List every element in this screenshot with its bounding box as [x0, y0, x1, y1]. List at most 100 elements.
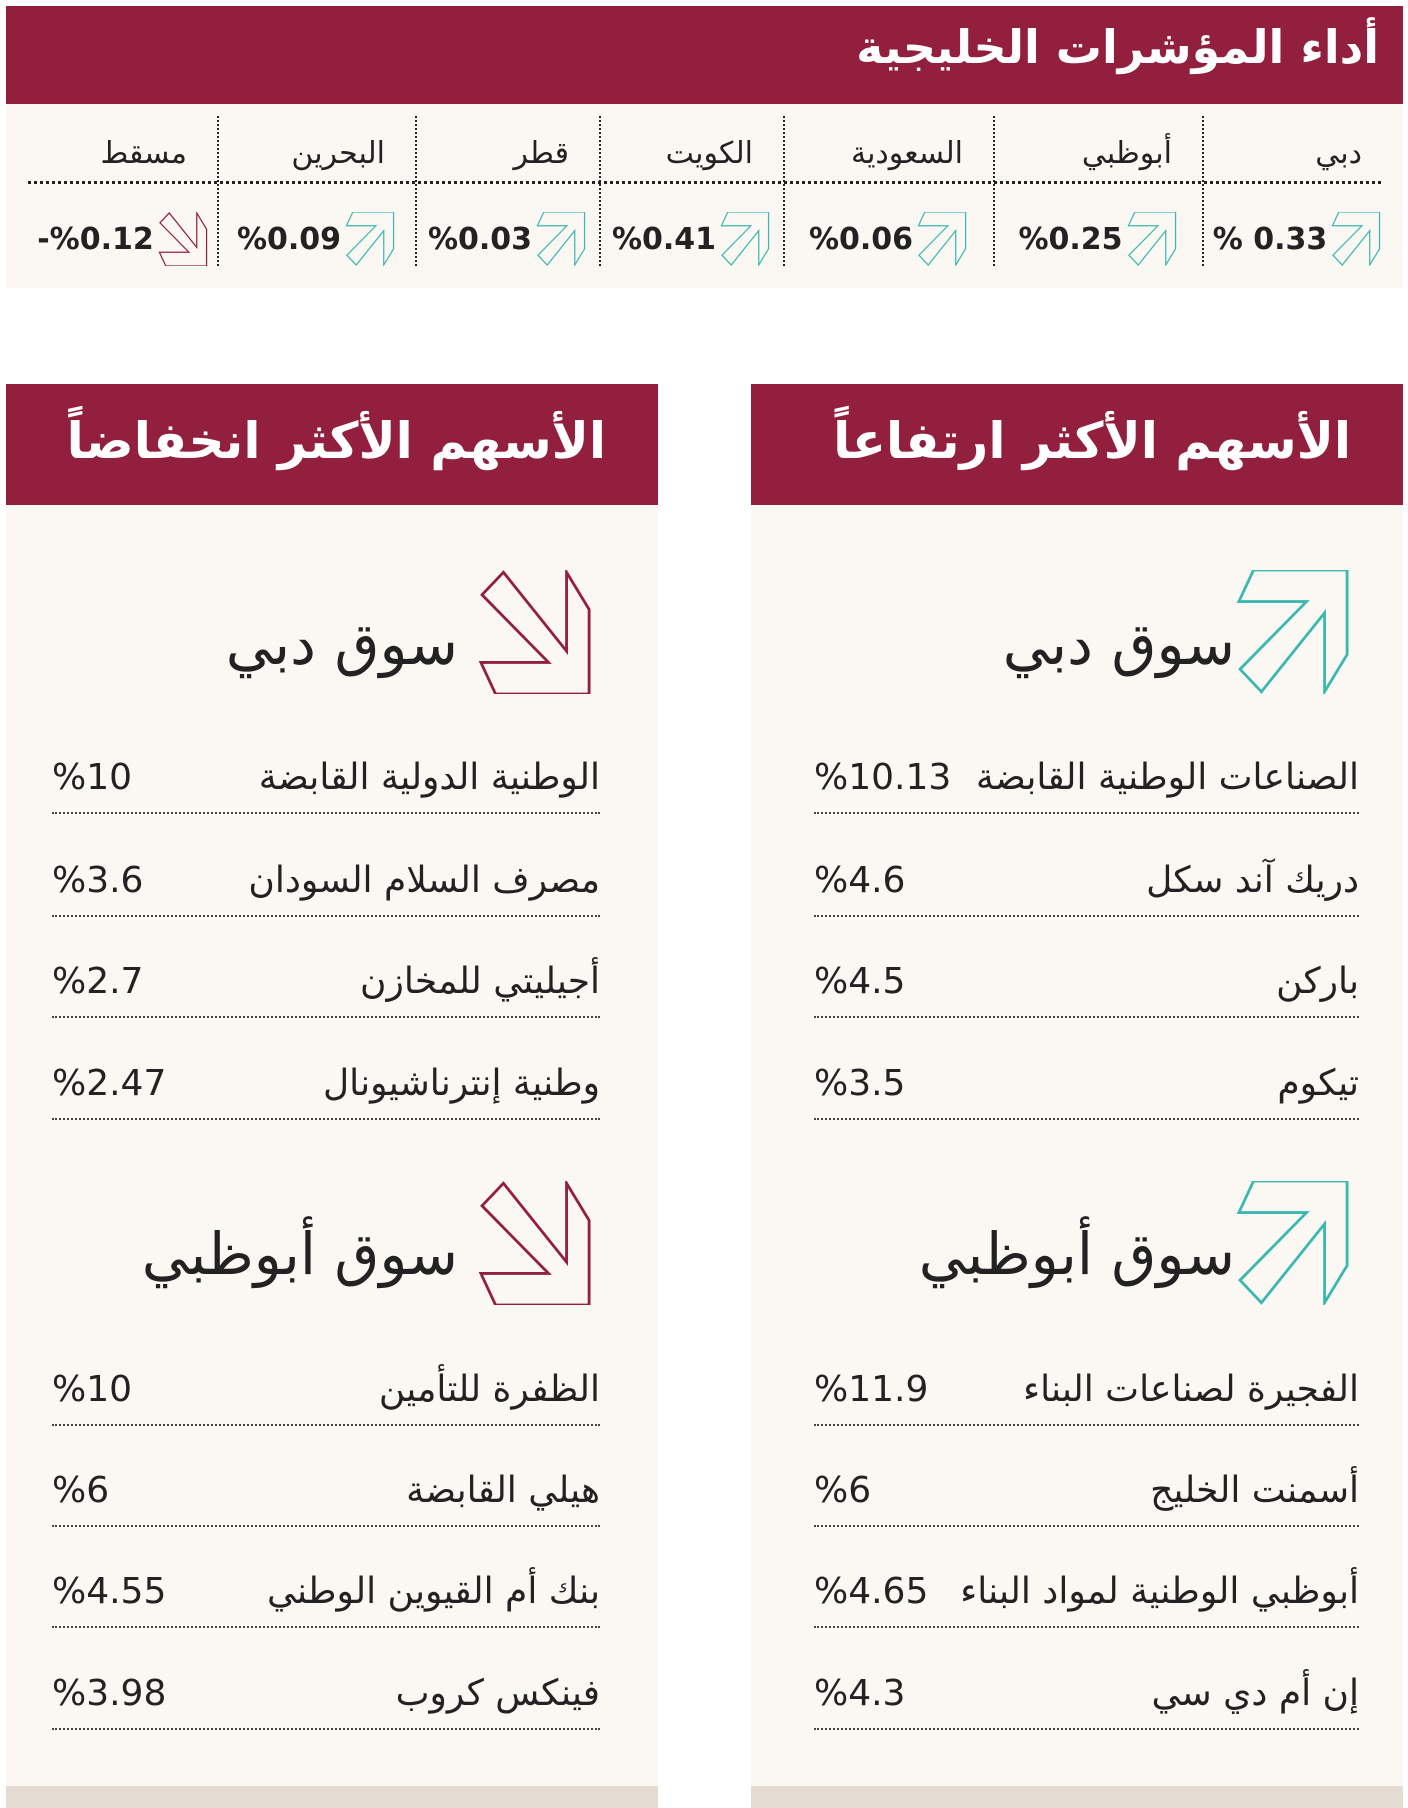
stock-name: وطنية إنترناشيونال — [322, 1063, 600, 1104]
list-item: دريك آند سكل %4.6 — [814, 860, 1359, 917]
divider — [783, 116, 785, 266]
index-muscat: مسقط -%0.12 — [28, 116, 217, 268]
list-item: الفجيرة لصناعات البناء %11.9 — [814, 1369, 1359, 1426]
arrow-up-icon — [720, 212, 770, 266]
top-losers-panel: الأسهم الأكثر انخفاضاً سوق دبي الوطنية ا… — [6, 384, 658, 1808]
stock-change: %2.7 — [52, 961, 144, 1002]
stock-change: %3.6 — [52, 860, 144, 901]
index-name: السعودية — [850, 136, 963, 171]
indices-title: أداء المؤشرات الخليجية — [856, 20, 1379, 74]
divider — [1202, 116, 1204, 266]
stock-name: الفجيرة لصناعات البناء — [1023, 1369, 1359, 1410]
stock-change: %10.13 — [814, 757, 952, 798]
arrow-down-icon — [478, 1181, 592, 1305]
stock-change: %4.55 — [52, 1571, 167, 1612]
list-item: وطنية إنترناشيونال %2.47 — [52, 1063, 600, 1120]
arrow-up-icon — [1236, 1181, 1350, 1305]
stock-change: %4.6 — [814, 860, 906, 901]
arrow-down-icon — [158, 212, 208, 266]
index-name: الكويت — [665, 136, 753, 171]
stock-change: %2.47 — [52, 1063, 167, 1104]
indices-header: أداء المؤشرات الخليجية — [6, 6, 1403, 104]
stock-name: أسمنت الخليج — [1150, 1470, 1359, 1511]
panel-header: الأسهم الأكثر انخفاضاً — [6, 384, 658, 505]
divider — [415, 116, 417, 266]
stock-name: دريك آند سكل — [1146, 860, 1359, 901]
index-value: %0.09 — [236, 221, 342, 257]
arrow-up-icon — [345, 212, 395, 266]
divider — [599, 116, 601, 266]
stock-change: %6 — [52, 1470, 110, 1511]
stock-change: %3.5 — [814, 1063, 906, 1104]
divider — [993, 116, 995, 266]
stock-change: %10 — [52, 1369, 133, 1410]
stock-change: %4.65 — [814, 1571, 929, 1612]
list-item: مصرف السلام السودان %3.6 — [52, 860, 600, 917]
index-name: دبي — [1315, 136, 1362, 171]
stock-name: الوطنية الدولية القابضة — [258, 757, 600, 798]
index-name: قطر — [513, 136, 569, 171]
section-title: سوق أبوظبي — [918, 1220, 1235, 1288]
divider — [217, 116, 219, 266]
section-title: سوق دبي — [1002, 610, 1235, 678]
index-value: % 0.33 — [1212, 221, 1328, 257]
list-item: الوطنية الدولية القابضة %10 — [52, 757, 600, 814]
stock-change: %4.5 — [814, 961, 906, 1002]
stock-change: %11.9 — [814, 1369, 929, 1410]
list-item: إن أم دي سي %4.3 — [814, 1673, 1359, 1730]
stock-change: %3.98 — [52, 1673, 167, 1714]
stock-name: أجيليتي للمخازن — [360, 961, 600, 1002]
list-item: هيلي القابضة %6 — [52, 1470, 600, 1527]
arrow-down-icon — [478, 570, 592, 694]
stock-change: %6 — [814, 1470, 872, 1511]
stock-name: مصرف السلام السودان — [248, 860, 600, 901]
section-title: سوق أبوظبي — [141, 1220, 458, 1288]
arrow-up-icon — [1331, 212, 1381, 266]
list-item: فينكس كروب %3.98 — [52, 1673, 600, 1730]
stock-name: فينكس كروب — [395, 1673, 600, 1714]
list-item: باركن %4.5 — [814, 961, 1359, 1018]
stock-name: الظفرة للتأمين — [378, 1369, 600, 1410]
index-value: %0.41 — [611, 221, 717, 257]
panel-footer — [751, 1786, 1403, 1808]
divider — [28, 181, 1381, 184]
stock-name: إن أم دي سي — [1151, 1673, 1359, 1714]
index-value: %0.03 — [427, 221, 533, 257]
panel-footer — [6, 1786, 658, 1808]
stock-change: %10 — [52, 757, 133, 798]
arrow-up-icon — [1127, 212, 1177, 266]
index-saudi: السعودية %0.06 — [783, 116, 993, 268]
index-abudhabi: أبوظبي %0.25 — [993, 116, 1202, 268]
section-title: سوق دبي — [225, 610, 458, 678]
index-name: أبوظبي — [1081, 136, 1172, 171]
index-kuwait: الكويت %0.41 — [599, 116, 783, 268]
index-bahrain: البحرين %0.09 — [217, 116, 415, 268]
list-item: أجيليتي للمخازن %2.7 — [52, 961, 600, 1018]
top-gainers-panel: الأسهم الأكثر ارتفاعاً سوق دبي الصناعات … — [751, 384, 1403, 1808]
arrow-up-icon — [536, 212, 586, 266]
stock-name: هيلي القابضة — [406, 1470, 600, 1511]
panel-title: الأسهم الأكثر انخفاضاً — [66, 412, 606, 470]
list-item: الصناعات الوطنية القابضة %10.13 — [814, 757, 1359, 814]
index-qatar: قطر %0.03 — [415, 116, 599, 268]
index-value: %0.25 — [1018, 221, 1123, 257]
stock-change: %4.3 — [814, 1673, 906, 1714]
index-name: البحرين — [291, 136, 385, 171]
list-item: أبوظبي الوطنية لمواد البناء %4.65 — [814, 1571, 1359, 1628]
index-value: -%0.12 — [37, 221, 154, 257]
arrow-up-icon — [917, 212, 967, 266]
index-name: مسقط — [100, 136, 187, 171]
index-value: %0.06 — [808, 221, 914, 257]
stock-name: أبوظبي الوطنية لمواد البناء — [960, 1571, 1359, 1612]
stock-name: الصناعات الوطنية القابضة — [975, 757, 1359, 798]
list-item: أسمنت الخليج %6 — [814, 1470, 1359, 1527]
stock-name: باركن — [1276, 961, 1359, 1002]
index-dubai: دبي % 0.33 — [1202, 116, 1392, 268]
arrow-up-icon — [1236, 570, 1350, 694]
list-item: الظفرة للتأمين %10 — [52, 1369, 600, 1426]
list-item: بنك أم القيوين الوطني %4.55 — [52, 1571, 600, 1628]
indices-table: دبي % 0.33 أبوظبي %0.25 السعودية %0.06 ا… — [6, 104, 1403, 288]
panel-header: الأسهم الأكثر ارتفاعاً — [751, 384, 1403, 505]
stock-name: بنك أم القيوين الوطني — [267, 1571, 600, 1612]
stock-name: تيكوم — [1277, 1063, 1359, 1104]
